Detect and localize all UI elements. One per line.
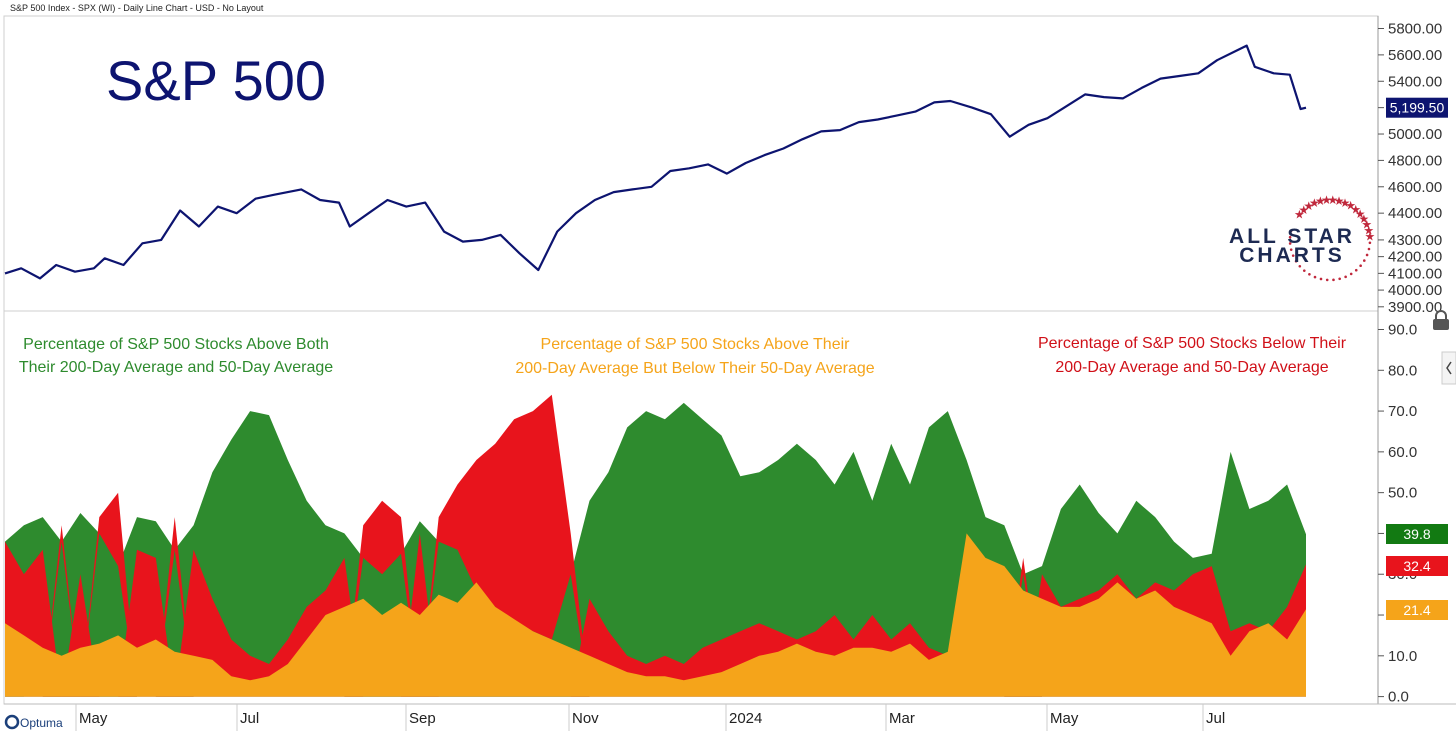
logo-line1: ALL STAR: [1229, 225, 1355, 248]
logo-star: ★: [1350, 202, 1361, 216]
x-axis: May Jul Sep Nov 2024 Mar May Jul: [75, 704, 1225, 731]
x-tick-label: Jul: [1206, 710, 1225, 727]
y-tick-label: 90.0: [1388, 321, 1417, 338]
logo-dot: [1291, 254, 1295, 257]
red-series-title-line1: Percentage of S&P 500 Stocks Below Their: [1038, 335, 1347, 352]
green-last-badge-label: 39.8: [1403, 526, 1430, 542]
optuma-logo: Optuma: [4, 714, 63, 730]
y-tick-label: 4400.00: [1388, 205, 1442, 222]
y-tick-label: 5600.00: [1388, 47, 1442, 64]
x-tick-label: Nov: [572, 710, 599, 727]
orange-series-title-line1: Percentage of S&P 500 Stocks Above Their: [541, 336, 851, 353]
y-tick-label: 5400.00: [1388, 73, 1442, 90]
logo-dot: [1349, 272, 1353, 276]
y-tick-label: 70.0: [1388, 403, 1417, 420]
x-tick-label: May: [79, 710, 108, 727]
logo-star: ★: [1294, 207, 1305, 221]
logo-star: ★: [1355, 207, 1366, 221]
logo-star: ★: [1327, 193, 1338, 207]
red-last-badge-label: 32.4: [1403, 558, 1430, 574]
optuma-label: Optuma: [20, 716, 63, 730]
logo-dot: [1302, 269, 1306, 272]
lower-y-axis: 90.080.070.060.050.040.030.020.010.00.0: [1378, 321, 1417, 706]
logo-dot: [1288, 242, 1292, 245]
logo-star: ★: [1315, 194, 1326, 208]
upper-y-axis: 5800.005600.005400.005200.005000.004800.…: [1378, 21, 1442, 316]
logo-star: ★: [1298, 203, 1309, 217]
logo-dot: [1294, 259, 1298, 263]
x-tick-label: Mar: [889, 710, 915, 727]
red-last-badge: [1386, 556, 1448, 576]
logo-dot: [1289, 229, 1293, 233]
logo-dot: [1313, 275, 1317, 279]
spx-last-badge-label: 5,199.50: [1390, 100, 1445, 116]
y-tick-label: 60.0: [1388, 444, 1417, 461]
logo-star: ★: [1345, 199, 1356, 213]
logo-dot: [1319, 277, 1323, 281]
orange-series-title-line2: 200-Day Average But Below Their 50-Day A…: [515, 360, 874, 377]
y-tick-label: 80.0: [1388, 362, 1417, 379]
logo-dot: [1325, 278, 1329, 282]
logo-dot: [1354, 268, 1358, 272]
logo-dot: [1338, 277, 1341, 281]
logo-star: ★: [1340, 196, 1351, 210]
y-tick-label: 4200.00: [1388, 249, 1442, 266]
y-tick-label: 4800.00: [1388, 152, 1442, 169]
y-tick-label: 50.0: [1388, 485, 1417, 502]
logo-line2: CHARTS: [1239, 244, 1345, 267]
spx-price-line: [4, 44, 1307, 280]
green-series-title-line2: Their 200-Day Average and 50-Day Average: [19, 359, 333, 376]
logo-star: ★: [1359, 212, 1370, 226]
y-tick-label: 4600.00: [1388, 179, 1442, 196]
logo-star: ★: [1309, 196, 1320, 210]
x-tick-label: 2024: [729, 710, 762, 727]
collapse-panel-icon[interactable]: [1441, 351, 1456, 385]
y-tick-label: 4300.00: [1388, 232, 1442, 249]
all-star-charts-logo: ★★★★★★★★★★★★★★★★ ALL STAR CHARTS: [1229, 193, 1375, 282]
logo-dot: [1359, 264, 1362, 268]
orange-last-badge: [1386, 600, 1448, 620]
x-tick-label: Jul: [240, 710, 259, 727]
logo-dot: [1308, 272, 1311, 276]
y-tick-label: 5800.00: [1388, 21, 1442, 38]
logo-star: ★: [1303, 199, 1314, 213]
logo-star: ★: [1363, 223, 1374, 237]
logo-star: ★: [1321, 193, 1332, 207]
breadth-area-layer: [5, 394, 1306, 697]
logo-dot: [1367, 247, 1371, 251]
logo-dot: [1298, 264, 1302, 268]
y-tick-label: 5000.00: [1388, 126, 1442, 143]
logo-dot: [1332, 278, 1335, 282]
logo-star: ★: [1364, 230, 1375, 244]
last-value-badges: 5,199.50 39.8 32.4 21.4: [1386, 97, 1448, 620]
orange-last-badge-label: 21.4: [1403, 602, 1430, 618]
y-tick-label: 4100.00: [1388, 265, 1442, 282]
logo-dot: [1365, 253, 1369, 257]
green-last-badge: [1386, 524, 1448, 544]
x-tick-label: May: [1050, 710, 1079, 727]
logo-star: ★: [1361, 217, 1372, 231]
red-series-title-line2: 200-Day Average and 50-Day Average: [1055, 359, 1328, 376]
optuma-icon: [4, 714, 20, 730]
y-tick-label: 0.0: [1388, 689, 1409, 706]
logo-star: ★: [1334, 194, 1345, 208]
chart-title: S&P 500: [106, 49, 326, 112]
orange-area: [5, 533, 1306, 697]
lock-icon[interactable]: [1433, 310, 1449, 330]
logo-dot: [1362, 259, 1366, 262]
y-tick-label: 10.0: [1388, 648, 1417, 665]
x-tick-label: Sep: [409, 710, 436, 727]
logo-star-ring: ★★★★★★★★★★★★★★★★: [1288, 193, 1375, 282]
y-tick-label: 4000.00: [1388, 282, 1442, 299]
logo-dot: [1289, 248, 1293, 251]
logo-dot: [1344, 275, 1347, 279]
spx-last-badge: [1386, 97, 1448, 118]
chart-header: S&P 500 Index - SPX (WI) - Daily Line Ch…: [10, 3, 264, 13]
logo-dot: [1288, 235, 1292, 239]
y-tick-label: 3900.00: [1388, 299, 1442, 316]
logo-dot: [1368, 241, 1372, 245]
green-series-title-line1: Percentage of S&P 500 Stocks Above Both: [23, 336, 329, 353]
